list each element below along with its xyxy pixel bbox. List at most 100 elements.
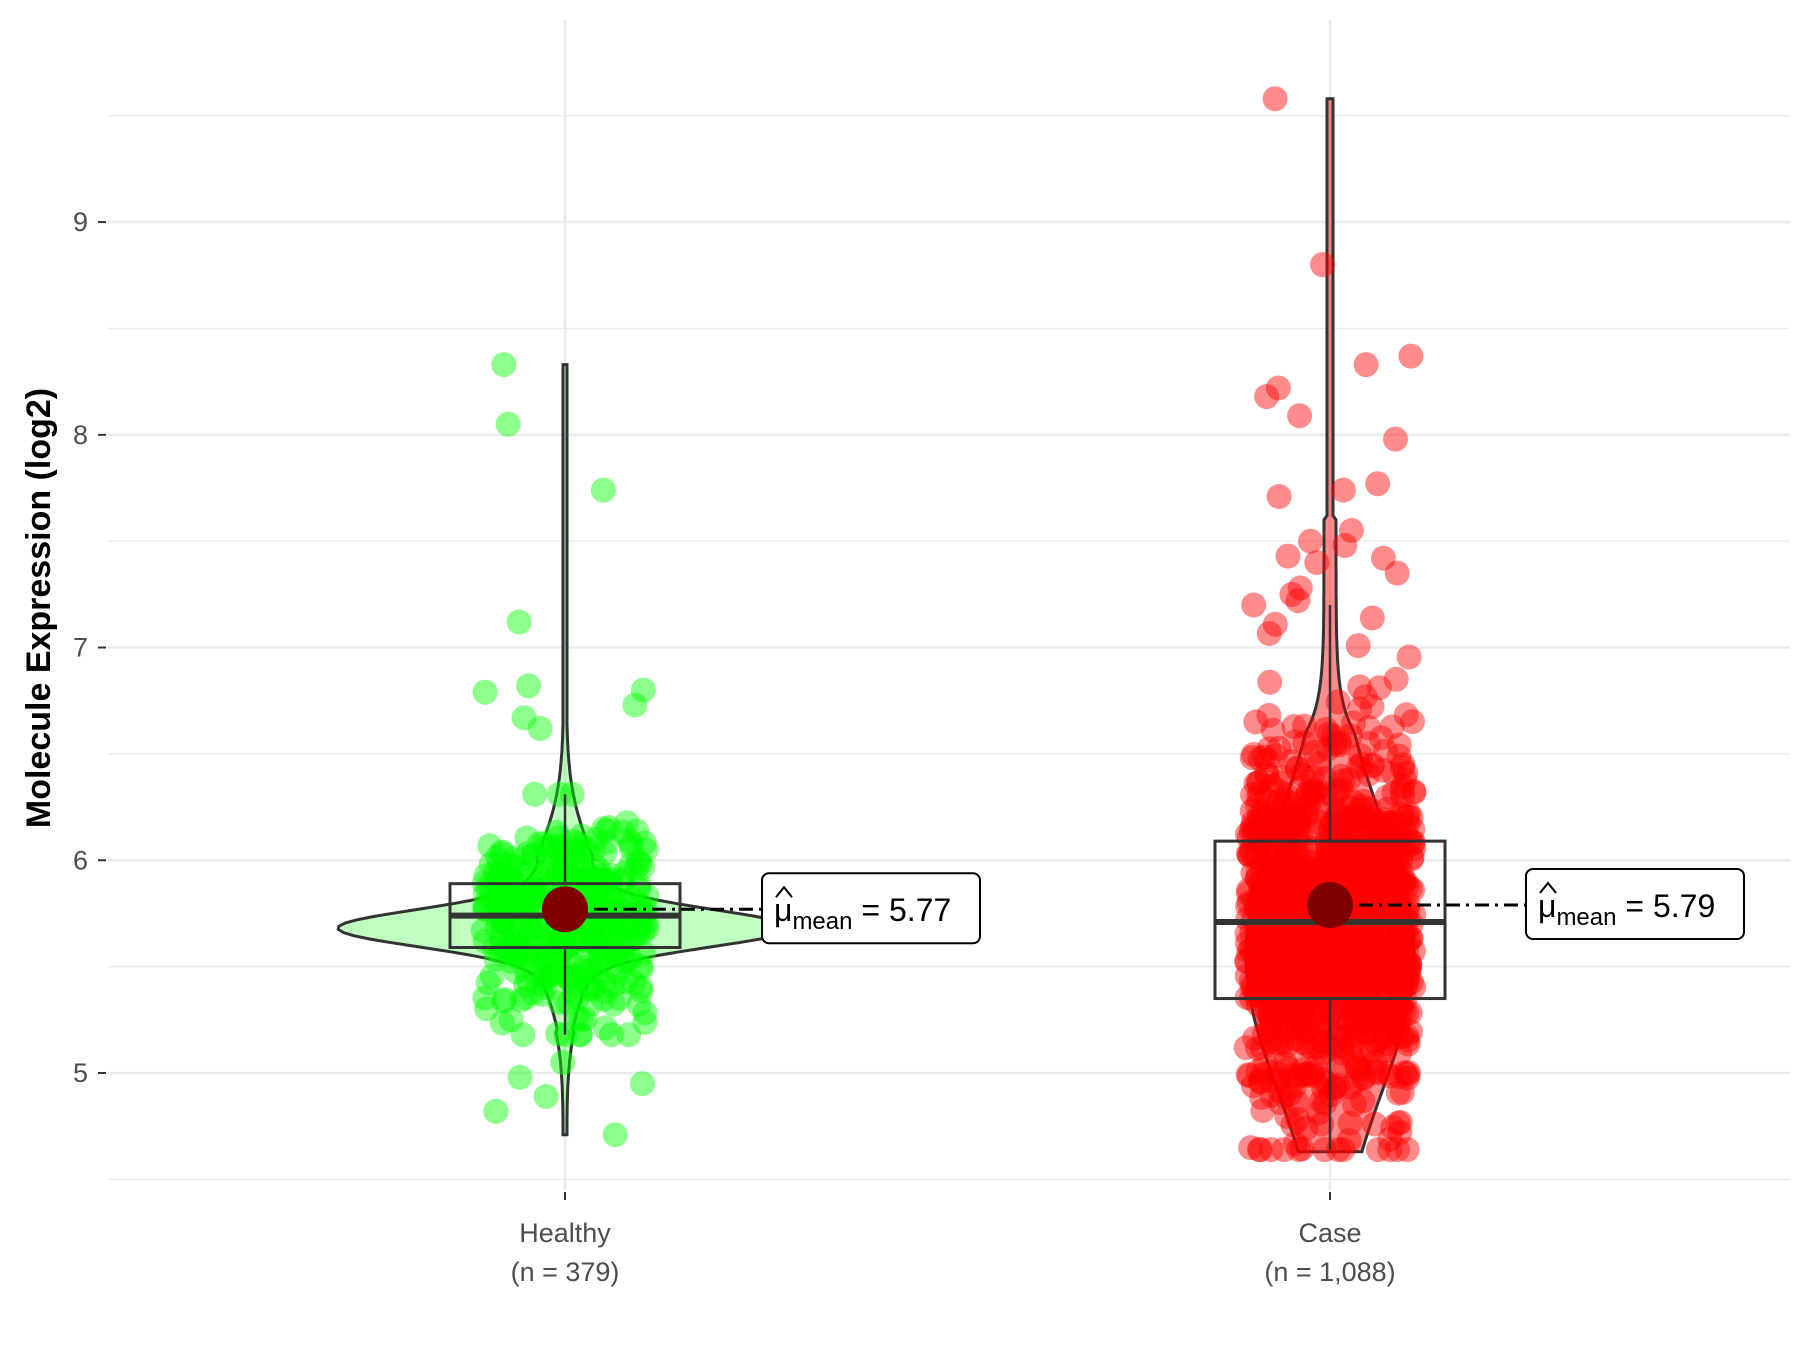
data-point bbox=[1343, 1068, 1369, 1094]
data-point bbox=[1366, 961, 1392, 987]
data-point bbox=[1254, 999, 1280, 1025]
data-point bbox=[1388, 952, 1414, 977]
data-point-outlier bbox=[630, 677, 656, 703]
data-point bbox=[1370, 935, 1396, 961]
data-point bbox=[1254, 786, 1279, 812]
data-point bbox=[1250, 1098, 1276, 1123]
data-point bbox=[1246, 949, 1272, 975]
data-point bbox=[1297, 798, 1323, 824]
data-point bbox=[1364, 943, 1390, 969]
data-point bbox=[1365, 1060, 1391, 1086]
data-point bbox=[1265, 1067, 1291, 1093]
data-point bbox=[1278, 857, 1304, 883]
data-point bbox=[1309, 996, 1335, 1022]
data-point bbox=[1258, 875, 1284, 901]
data-point bbox=[1378, 888, 1404, 914]
data-point bbox=[1395, 811, 1421, 837]
data-point bbox=[1241, 819, 1267, 845]
data-point bbox=[1276, 955, 1302, 981]
data-point bbox=[1245, 865, 1270, 891]
data-point bbox=[538, 960, 564, 985]
data-point bbox=[1289, 997, 1315, 1023]
data-point bbox=[1247, 1137, 1272, 1163]
data-point bbox=[1390, 752, 1416, 778]
data-point bbox=[1368, 944, 1394, 970]
data-point bbox=[1249, 1084, 1275, 1110]
data-point bbox=[1329, 812, 1355, 838]
data-point bbox=[1343, 1007, 1368, 1033]
data-point bbox=[1286, 868, 1312, 894]
data-point bbox=[1261, 805, 1287, 831]
data-point bbox=[1394, 972, 1420, 997]
data-point bbox=[1298, 966, 1324, 992]
data-point bbox=[1390, 774, 1416, 799]
data-point bbox=[1377, 1018, 1403, 1044]
data-point bbox=[1308, 1019, 1334, 1045]
data-point bbox=[1349, 1057, 1375, 1082]
data-point bbox=[599, 1022, 624, 1048]
data-point bbox=[490, 841, 516, 867]
data-point bbox=[1332, 848, 1358, 873]
data-point bbox=[1401, 938, 1426, 964]
data-point bbox=[1394, 966, 1420, 992]
data-point bbox=[1247, 1137, 1273, 1163]
data-point bbox=[1291, 932, 1317, 958]
data-point bbox=[1347, 696, 1373, 722]
data-point bbox=[544, 861, 570, 887]
data-point-outlier bbox=[495, 411, 521, 437]
data-point bbox=[1361, 851, 1387, 876]
data-point bbox=[1395, 1027, 1421, 1053]
data-point bbox=[1270, 890, 1296, 916]
data-point-outlier bbox=[1287, 575, 1313, 601]
mean-equals: = bbox=[852, 892, 888, 928]
data-point bbox=[1356, 998, 1382, 1024]
data-point bbox=[1322, 1075, 1348, 1101]
data-point bbox=[1254, 950, 1280, 976]
data-point bbox=[1267, 955, 1293, 980]
data-point bbox=[1321, 782, 1347, 808]
data-point bbox=[1283, 896, 1309, 922]
data-point bbox=[627, 953, 653, 979]
data-point bbox=[630, 854, 655, 880]
data-point bbox=[1297, 950, 1323, 976]
data-point bbox=[486, 886, 512, 912]
data-point bbox=[1281, 967, 1307, 993]
data-point bbox=[1367, 864, 1393, 890]
data-point bbox=[1240, 842, 1266, 868]
data-point bbox=[1322, 731, 1348, 757]
data-point bbox=[516, 932, 542, 958]
data-point bbox=[1329, 953, 1355, 979]
data-point bbox=[1311, 937, 1337, 963]
data-point bbox=[512, 985, 538, 1011]
data-point bbox=[1344, 1053, 1370, 1079]
data-point bbox=[544, 820, 570, 845]
data-point bbox=[1236, 1063, 1262, 1088]
data-point bbox=[1267, 861, 1293, 887]
data-point bbox=[1395, 956, 1421, 982]
data-point bbox=[1246, 769, 1272, 795]
data-point bbox=[1295, 958, 1321, 984]
data-point bbox=[593, 979, 618, 1005]
data-point bbox=[1238, 818, 1264, 844]
data-point bbox=[1370, 946, 1396, 972]
data-point bbox=[1363, 878, 1388, 904]
data-point bbox=[1288, 1062, 1314, 1088]
data-point bbox=[1363, 1031, 1389, 1057]
data-point bbox=[1264, 819, 1290, 845]
data-point bbox=[1334, 810, 1360, 836]
data-point bbox=[1300, 1060, 1326, 1086]
data-point bbox=[539, 856, 565, 881]
y-tick-label: 8 bbox=[73, 420, 88, 450]
data-point bbox=[1392, 767, 1418, 793]
data-point bbox=[1285, 812, 1311, 838]
data-point bbox=[625, 849, 651, 874]
y-axis-title: Molecule Expression (log2) bbox=[20, 388, 58, 828]
data-point bbox=[555, 990, 581, 1016]
data-point bbox=[1345, 950, 1371, 976]
data-point bbox=[1285, 994, 1310, 1020]
data-point bbox=[1361, 833, 1387, 858]
data-point bbox=[1356, 761, 1381, 787]
data-point bbox=[499, 867, 524, 893]
data-point bbox=[1350, 1041, 1376, 1067]
data-point bbox=[608, 888, 634, 914]
